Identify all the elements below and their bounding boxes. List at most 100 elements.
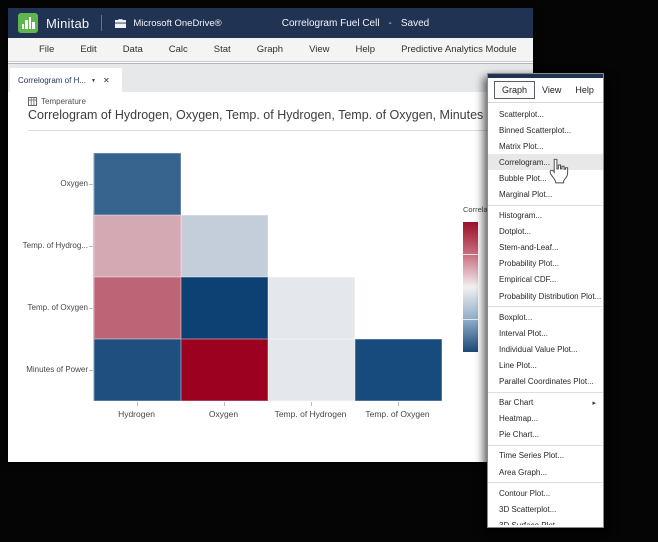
document-status: Correlogram Fuel Cell - Saved [238, 8, 473, 38]
legend-tick-line [463, 319, 478, 320]
menu-item-label: Individual Value Plot... [499, 344, 578, 354]
output-pane: Temperature Correlogram of Hydrogen, Oxy… [8, 92, 533, 462]
menubar-item-file[interactable]: File [39, 44, 55, 55]
popup-menu-tab-help[interactable]: Help [575, 85, 594, 95]
menu-item-scatterplot[interactable]: Scatterplot... [488, 106, 603, 122]
menu-item-label: Dotplot... [499, 227, 532, 237]
menu-item-area-graph[interactable]: Area Graph... [488, 464, 603, 480]
legend-tick-line [463, 254, 478, 255]
menu-item-label: Matrix Plot... [499, 141, 544, 151]
correlation-cell-Oxygen-vs-Minutes-of-Power[interactable] [181, 339, 268, 401]
menu-item-probability-plot[interactable]: Probability Plot... [488, 256, 603, 272]
menu-item-label: Interval Plot... [499, 328, 548, 338]
menu-item-bar-chart[interactable]: Bar Chart ▸ [488, 395, 603, 411]
chevron-down-icon[interactable]: ▼ [91, 77, 96, 84]
chart-title: Correlogram of Hydrogen, Oxygen, Temp. o… [28, 108, 533, 122]
menu-item-pie-chart[interactable]: Pie Chart... [488, 427, 603, 443]
document-title[interactable]: Correlogram Fuel Cell [281, 17, 380, 29]
menu-item-contour-plot[interactable]: Contour Plot... [488, 485, 603, 501]
menu-separator [488, 444, 603, 446]
correlation-cell-Hydrogen-vs-Minutes-of-Power[interactable] [94, 339, 181, 401]
y-axis-label: Oxygen [60, 179, 88, 188]
correlation-cell-Hydrogen-vs-Temp-of-Oxygen[interactable] [94, 277, 181, 339]
menu-item-stem-and-leaf[interactable]: Stem-and-Leaf... [488, 240, 603, 256]
menu-item-dotplot[interactable]: Dotplot... [488, 224, 603, 240]
graph-menu-popup: Graph View Help Scatterplot... Binned Scatt… [487, 73, 604, 528]
close-icon[interactable]: ✕ [102, 76, 110, 85]
menu-separator [488, 391, 603, 393]
popup-menu-tab-view[interactable]: View [542, 85, 562, 95]
correlation-cell-Oxygen-vs-Temp-of-Hydrogen[interactable] [181, 215, 268, 277]
menubar-item-help[interactable]: Help [355, 44, 376, 55]
menubar-item-calc[interactable]: Calc [168, 44, 188, 55]
menu-item-label: Binned Scatterplot... [499, 125, 572, 135]
menu-item-label: Contour Plot... [499, 488, 551, 498]
menu-item-boxplot[interactable]: Boxplot... [488, 309, 603, 325]
menu-item-3d-scatterplot[interactable]: 3D Scatterplot... [488, 501, 603, 517]
onedrive-button[interactable]: Microsoft OneDrive® [114, 18, 222, 29]
legend-gradient-bar [463, 222, 478, 352]
popup-menu-tab-graph[interactable]: Graph [494, 81, 536, 99]
worksheet-grid-icon [28, 97, 37, 106]
menu-item-parallel-coordinates-plot[interactable]: Parallel Coordinates Plot... [488, 374, 603, 390]
legend-title: Correlation [463, 205, 500, 214]
menu-item-label: Line Plot... [499, 360, 537, 370]
tab-correlogram[interactable]: Correlogram of H... ▼ ✕ [10, 68, 122, 93]
menu-item-binned-scatterplot[interactable]: Binned Scatterplot... [488, 122, 603, 138]
menu-item-interval-plot[interactable]: Interval Plot... [488, 325, 603, 341]
menu-item-3d-surface-plot[interactable]: 3D Surface Plot... [488, 517, 603, 525]
menubar-item-graph[interactable]: Graph [256, 44, 284, 55]
menu-item-label: Marginal Plot... [499, 190, 553, 200]
correlation-cell-Hydrogen-vs-Temp-of-Hydrogen[interactable] [94, 215, 181, 277]
menu-item-label: Boxplot... [499, 312, 533, 322]
minitab-logo-icon [18, 13, 38, 33]
menu-item-correlogram[interactable]: Correlogram... [488, 154, 603, 171]
y-axis-tick [89, 246, 93, 247]
x-axis-label: Temp. of Oxygen [365, 409, 430, 419]
menu-item-marginal-plot[interactable]: Marginal Plot... [488, 186, 603, 202]
menu-item-probability-distribution-plot[interactable]: Probability Distribution Plot... [488, 288, 603, 304]
titlebar: Minitab Microsoft OneDrive® Correlogram … [8, 8, 533, 38]
main-menubar: File Edit Data Calc Stat Graph View Help Predict… [8, 38, 533, 62]
menubar-item-edit[interactable]: Edit [80, 44, 97, 55]
status-separator: - [388, 17, 392, 29]
menu-item-time-series-plot[interactable]: Time Series Plot... [488, 448, 603, 464]
menu-item-empirical-cdf[interactable]: Empirical CDF... [488, 272, 603, 288]
menu-separator [488, 306, 603, 308]
app-name: Minitab [46, 15, 90, 31]
menu-item-label: Empirical CDF... [499, 275, 557, 285]
menu-item-label: Probability Distribution Plot... [499, 291, 602, 301]
tab-strip: Correlogram of H... ▼ ✕ [8, 63, 533, 93]
x-axis-tick [310, 402, 312, 406]
menu-header: Graph View Help [488, 78, 603, 103]
menu-item-label: Area Graph... [499, 467, 548, 477]
x-axis-tick [223, 402, 225, 406]
menubar-item-view[interactable]: View [309, 44, 330, 55]
menubar-item-predictive-analytics-module[interactable]: Predictive Analytics Module [401, 44, 517, 55]
worksheet-chip[interactable]: Temperature [28, 97, 86, 106]
correlation-cell-Temp-of-Oxygen-vs-Minutes-of-Power[interactable] [355, 339, 442, 401]
menu-list: Scatterplot... Binned Scatterplot... Matri… [488, 103, 603, 525]
correlation-cell-Temp-of-Hydrogen-vs-Minutes-of-Power[interactable] [268, 339, 355, 401]
menu-separator [488, 204, 603, 206]
menu-item-bubble-plot[interactable]: Bubble Plot... [488, 170, 603, 186]
menu-item-label: Heatmap... [499, 414, 539, 424]
menu-item-histogram[interactable]: Histogram... [488, 208, 603, 224]
correlation-cell-Temp-of-Hydrogen-vs-Temp-of-Oxygen[interactable] [268, 277, 355, 339]
correlation-cell-Hydrogen-vs-Oxygen[interactable] [94, 153, 181, 215]
menubar-item-data[interactable]: Data [122, 44, 143, 55]
menu-item-individual-value-plot[interactable]: Individual Value Plot... [488, 341, 603, 357]
correlogram-plot [93, 153, 442, 401]
y-axis-label: Temp. of Oxygen [27, 303, 88, 312]
menu-item-heatmap[interactable]: Heatmap... [488, 411, 603, 427]
menu-item-label: Scatterplot... [499, 109, 544, 119]
menu-item-label: Bubble Plot... [499, 173, 547, 183]
menubar-item-stat[interactable]: Stat [213, 44, 231, 55]
menu-item-line-plot[interactable]: Line Plot... [488, 357, 603, 373]
correlation-cell-Oxygen-vs-Temp-of-Oxygen[interactable] [181, 277, 268, 339]
submenu-arrow-icon: ▸ [592, 399, 596, 407]
tab-label: Correlogram of H... [18, 76, 86, 85]
menu-item-matrix-plot[interactable]: Matrix Plot... [488, 138, 603, 154]
menu-item-label: 3D Scatterplot... [499, 504, 557, 514]
x-axis-label: Hydrogen [118, 409, 155, 419]
